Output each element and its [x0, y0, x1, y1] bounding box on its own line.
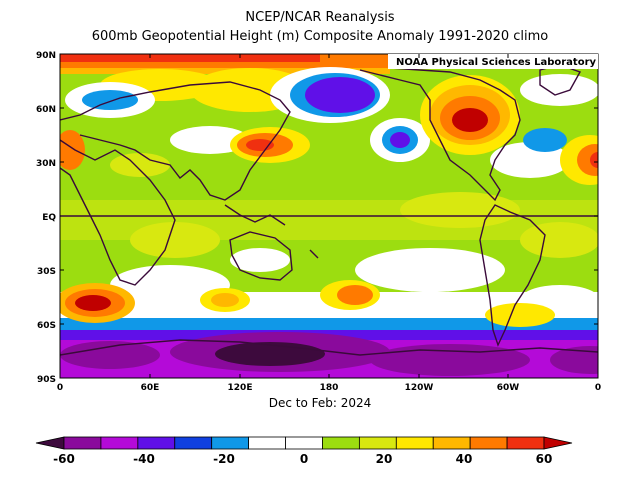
lon-label: 0: [57, 383, 63, 393]
lat-label: 30S: [37, 267, 56, 277]
colorbar-box: [358, 436, 397, 450]
colorbar-box: [432, 436, 471, 450]
colorbar-box: [137, 436, 176, 450]
lon-label: 0: [595, 383, 601, 393]
colorbar-labels: -60 -40 -20 0 20 40 60: [53, 452, 552, 466]
lat-label: 60N: [36, 105, 56, 115]
colorbar-box: [506, 436, 545, 450]
lon-label: 180: [320, 383, 339, 393]
colorbar-boxes: [35, 436, 573, 450]
colorbar-label: -60: [53, 452, 75, 466]
lat-label: 30N: [36, 159, 56, 169]
lon-label: 120W: [405, 383, 434, 393]
season-label: Dec to Feb: 2024: [268, 396, 372, 410]
colorbar-label: 40: [456, 452, 473, 466]
lat-label: 90S: [37, 375, 56, 385]
credit-box: [388, 54, 598, 69]
colorbar-min-arrow: [35, 436, 65, 450]
credit-text: NOAA Physical Sciences Laboratory: [396, 57, 597, 68]
lon-label: 60W: [497, 383, 520, 393]
colorbar-label: -20: [213, 452, 235, 466]
map-title: NCEP/NCAR Reanalysis: [245, 10, 395, 25]
lon-label: 120E: [228, 383, 253, 393]
colorbar-label: 20: [376, 452, 393, 466]
colorbar-box: [174, 436, 213, 450]
lat-axis: 90N 60N 30N EQ 30S 60S 90S: [36, 51, 56, 385]
map-subtitle: 600mb Geopotential Height (m) Composite …: [91, 29, 549, 44]
colorbar-box: [285, 436, 323, 450]
colorbar-box: [211, 436, 250, 450]
colorbar-label: 0: [300, 452, 308, 466]
colorbar-box: [63, 436, 102, 450]
lon-label: 60E: [141, 383, 160, 393]
anomaly-map: NOAA Physical Sciences Laboratory 90N 60…: [36, 51, 601, 393]
colorbar-label: 60: [536, 452, 553, 466]
lon-axis: 0 60E 120E 180 120W 60W 0: [57, 383, 601, 393]
colorbar-box: [322, 436, 360, 450]
colorbar-label: -40: [133, 452, 155, 466]
colorbar-box: [248, 436, 286, 450]
colorbar-box: [100, 436, 139, 450]
lat-label: 60S: [37, 321, 56, 331]
colorbar-max-arrow: [543, 436, 573, 450]
lat-label: EQ: [42, 213, 56, 223]
colorbar-box: [469, 436, 508, 450]
lat-label: 90N: [36, 51, 56, 61]
colorbar-box: [395, 436, 434, 450]
tick-marks: [60, 54, 598, 378]
